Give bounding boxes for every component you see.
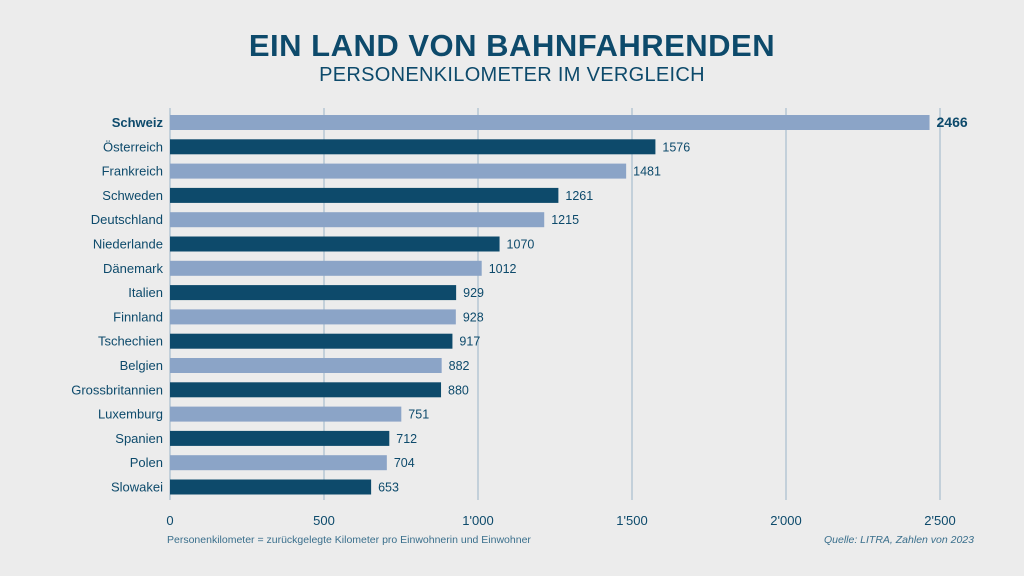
- category-label: Niederlande: [93, 237, 163, 252]
- bar: [170, 309, 456, 325]
- value-label: 1261: [565, 189, 593, 203]
- category-label: Spanien: [115, 431, 163, 446]
- value-label: 653: [378, 481, 399, 495]
- x-tick-label: 2'500: [924, 513, 955, 528]
- category-label: Slowakei: [111, 480, 163, 495]
- bar: [170, 236, 500, 252]
- bar: [170, 333, 453, 349]
- category-label: Finnland: [113, 309, 163, 324]
- bar: [170, 163, 627, 179]
- x-tick-label: 2'000: [770, 513, 801, 528]
- value-label: 751: [408, 408, 429, 422]
- bar: [170, 358, 442, 373]
- bar: [170, 139, 656, 155]
- category-label: Luxemburg: [98, 407, 163, 422]
- value-label: 1215: [551, 213, 579, 227]
- bar: [170, 406, 402, 422]
- value-label: 1070: [507, 238, 535, 252]
- bar: [170, 212, 545, 228]
- bar: [170, 260, 482, 276]
- x-tick-label: 1'000: [462, 513, 493, 528]
- value-label: 704: [394, 456, 415, 470]
- category-label: Österreich: [103, 139, 163, 154]
- category-label: Frankreich: [102, 164, 163, 179]
- value-label: 882: [449, 359, 470, 373]
- value-label: 1576: [662, 140, 690, 154]
- bar: [170, 479, 372, 495]
- x-tick-label: 0: [166, 513, 173, 528]
- bar: [170, 285, 457, 301]
- category-label: Schweden: [102, 188, 163, 203]
- value-label: 1481: [633, 165, 661, 179]
- x-tick-label: 500: [313, 513, 335, 528]
- value-label: 880: [448, 383, 469, 397]
- value-label: 928: [463, 310, 484, 324]
- category-label: Grossbritannien: [71, 382, 163, 397]
- chart-source: Quelle: LITRA, Zahlen von 2023: [823, 534, 974, 546]
- category-label: Schweiz: [112, 115, 164, 130]
- bar: [170, 455, 387, 471]
- x-tick-label: 1'500: [616, 513, 647, 528]
- category-label: Deutschland: [91, 212, 163, 227]
- bar: [170, 382, 442, 398]
- category-label: Italien: [128, 285, 163, 300]
- value-label: 712: [396, 432, 417, 446]
- category-label: Belgien: [120, 358, 163, 373]
- value-label: 1012: [489, 262, 517, 276]
- category-label: Dänemark: [103, 261, 163, 276]
- bar: [170, 430, 390, 446]
- chart-title: EIN LAND VON BAHNFAHRENDEN: [248, 28, 776, 63]
- chart-subtitle: PERSONENKILOMETER IM VERGLEICH: [319, 64, 705, 86]
- bar: [170, 115, 930, 130]
- bar: [170, 187, 559, 203]
- value-label: 917: [459, 335, 480, 349]
- category-label: Polen: [130, 455, 163, 470]
- value-label: 2466: [937, 114, 968, 130]
- category-label: Tschechien: [98, 334, 163, 349]
- value-label: 929: [463, 286, 484, 300]
- chart-footnote: Personenkilometer = zurückgelegte Kilome…: [167, 534, 531, 546]
